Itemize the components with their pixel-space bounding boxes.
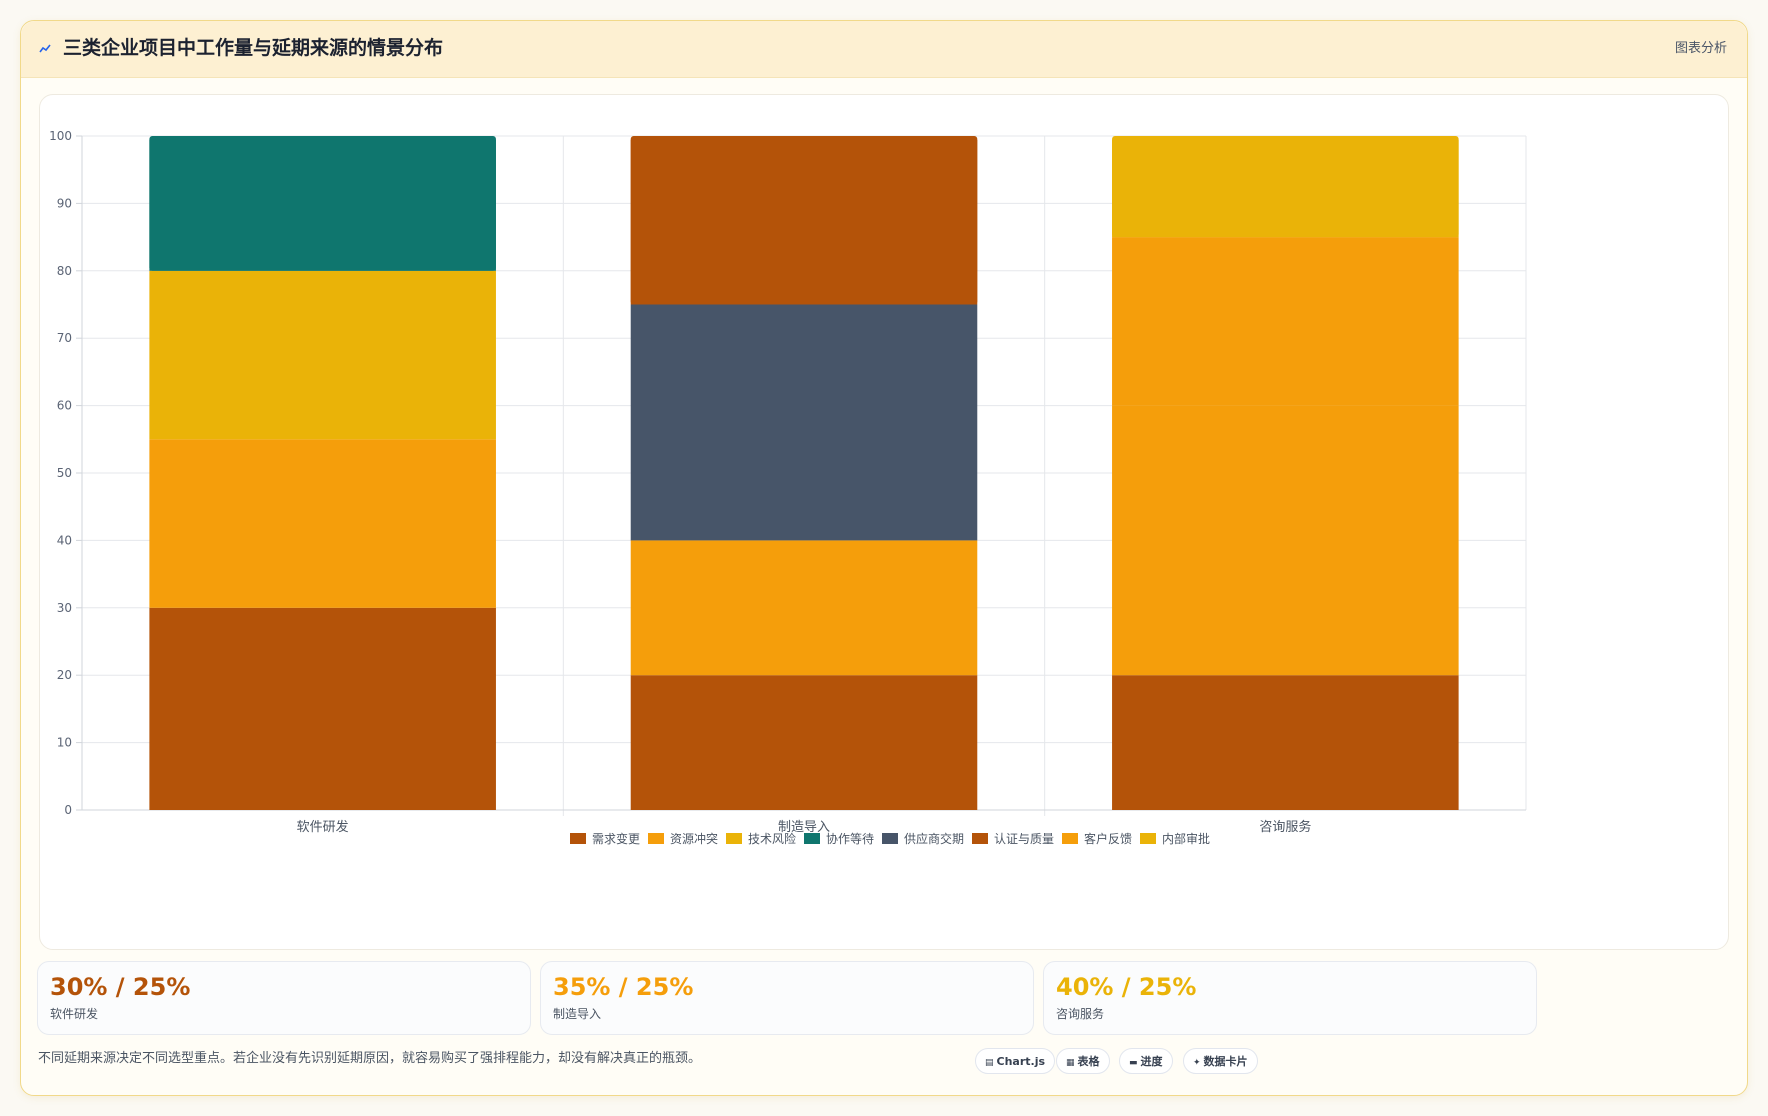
legend-label: 技术风险 <box>748 831 796 846</box>
bar-segment <box>630 675 978 810</box>
legend-swatch <box>972 833 988 844</box>
legend-swatch <box>726 833 742 844</box>
stat-card-software: 30% / 25% 软件研发 <box>37 961 531 1035</box>
chart-icon: ▤ <box>985 1058 994 1068</box>
stat-value: 40% / 25% <box>1056 973 1197 1001</box>
stat-value: 30% / 25% <box>50 973 191 1001</box>
legend-label: 内部审批 <box>1162 831 1210 846</box>
stat-card-manufacturing: 35% / 25% 制造导入 <box>540 961 1034 1035</box>
bar-segment <box>630 140 978 305</box>
legend-label: 认证与质量 <box>994 832 1054 846</box>
chart-panel: 0 10 20 30 40 50 60 70 80 90 100 软件研发 制造导入 咨询服务需求变更 资源… <box>39 94 1729 950</box>
pill-chartjs[interactable]: ▤ Chart.js <box>975 1048 1056 1074</box>
table-icon: ▦ <box>1066 1058 1075 1068</box>
bar-segment <box>149 607 496 810</box>
stat-value: 35% / 25% <box>553 973 694 1001</box>
bar-segment <box>1112 405 1459 676</box>
stat-label: 软件研发 <box>50 1007 99 1021</box>
bar-segment <box>1112 140 1459 238</box>
chart-analysis-link[interactable]: 图表分析 <box>1674 41 1727 56</box>
pill-table[interactable]: ▦ 表格 <box>1056 1048 1110 1074</box>
pill-progress[interactable]: ▬ 进度 <box>1119 1048 1173 1074</box>
legend-swatch <box>1140 833 1156 844</box>
y-tick-label: 40 <box>57 533 72 547</box>
legend-label: 客户反馈 <box>1084 831 1132 846</box>
bar-segment <box>149 439 496 608</box>
y-tick-label: 0 <box>64 803 72 817</box>
y-tick-label: 90 <box>57 196 72 210</box>
x-tick-label: 软件研发 <box>297 819 349 835</box>
bar-segment <box>630 304 978 541</box>
legend-swatch <box>1062 833 1078 844</box>
legend-label: 协作等待 <box>826 831 874 846</box>
y-tick-label: 80 <box>57 264 72 278</box>
legend-swatch <box>804 833 820 844</box>
stat-card-consulting: 40% / 25% 咨询服务 <box>1043 961 1537 1035</box>
bar-segment <box>1112 237 1459 406</box>
legend-swatch <box>648 833 664 844</box>
card-header: 三类企业项目中工作量与延期来源的情景分布 图表分析 <box>21 21 1747 78</box>
pill-data-card[interactable]: ✦ 数据卡片 <box>1183 1048 1258 1074</box>
legend-label: 需求变更 <box>592 831 640 846</box>
stat-label: 制造导入 <box>553 1007 602 1021</box>
y-tick-label: 100 <box>49 129 72 143</box>
chart-line-icon <box>39 44 51 53</box>
progress-icon: ▬ <box>1129 1058 1138 1068</box>
y-tick-label: 30 <box>57 601 72 615</box>
sparkle-icon: ✦ <box>1193 1058 1201 1068</box>
y-tick-label: 60 <box>57 399 72 413</box>
legend-swatch <box>882 833 898 844</box>
y-tick-label: 70 <box>57 331 72 345</box>
x-tick-label: 咨询服务 <box>1259 819 1311 835</box>
legend-swatch <box>570 833 586 844</box>
y-tick-label: 20 <box>57 668 72 682</box>
y-tick-label: 10 <box>57 736 72 750</box>
legend-label: 资源冲突 <box>670 831 718 846</box>
chart-card: 三类企业项目中工作量与延期来源的情景分布 图表分析 0 10 20 30 40 50 60 7… <box>20 20 1748 1096</box>
x-tick-label: 制造导入 <box>778 820 830 835</box>
bar-segment <box>630 540 978 676</box>
chart-title: 三类企业项目中工作量与延期来源的情景分布 <box>63 37 444 59</box>
bar-segment <box>149 270 496 440</box>
legend-label: 供应商交期 <box>904 831 964 846</box>
stat-label: 咨询服务 <box>1056 1007 1105 1021</box>
bar-segment <box>1112 675 1459 810</box>
y-tick-label: 50 <box>57 466 72 480</box>
footer-note: 不同延期来源决定不同选型重点。若企业没有先识别延期原因，就容易购买了强排程能力，… <box>38 1051 702 1066</box>
bar-segment <box>149 140 496 271</box>
